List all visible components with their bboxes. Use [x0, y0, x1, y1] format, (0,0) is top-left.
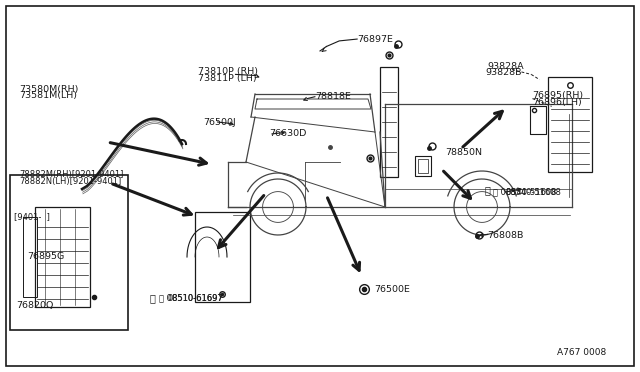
Bar [548, 77, 592, 172]
Text: Ⓢ: Ⓢ [484, 185, 491, 195]
Text: 73810P (RH): 73810P (RH) [198, 67, 259, 76]
Text: 78882N(LH)[9201-9401]: 78882N(LH)[9201-9401] [19, 177, 122, 186]
Text: 73580M(RH): 73580M(RH) [19, 85, 79, 94]
Text: 76895(RH): 76895(RH) [532, 92, 584, 100]
Text: Ⓢ: Ⓢ [149, 294, 156, 303]
Text: 76808B: 76808B [488, 231, 524, 240]
Text: 93828A: 93828A [488, 62, 524, 71]
Text: Ⓢ 08510-61697: Ⓢ 08510-61697 [159, 294, 222, 303]
Bar [380, 67, 398, 177]
Text: 08540-51608: 08540-51608 [506, 188, 561, 197]
Text: 73811P (LH): 73811P (LH) [198, 74, 257, 83]
Bar [23, 217, 37, 297]
Text: 76896(LH): 76896(LH) [532, 98, 582, 107]
Text: 76500J: 76500J [204, 118, 236, 126]
Bar [35, 207, 90, 307]
Text: 76820Q: 76820Q [16, 301, 53, 310]
Text: 78850N: 78850N [445, 148, 482, 157]
Text: 08510-61697: 08510-61697 [168, 294, 224, 303]
Text: 93828B: 93828B [485, 68, 522, 77]
Text: 76895G: 76895G [27, 252, 64, 261]
Text: 73581M(LH): 73581M(LH) [19, 92, 77, 100]
Text: 76897E: 76897E [357, 35, 393, 44]
Bar [195, 212, 250, 302]
Text: 78882M(RH)[9201-9401]: 78882M(RH)[9201-9401] [19, 170, 124, 179]
Text: 78818E: 78818E [315, 92, 351, 101]
Text: 76500E: 76500E [374, 285, 410, 294]
Text: Ⓢ 08540-51608: Ⓢ 08540-51608 [493, 187, 556, 196]
Bar [10, 175, 128, 330]
Bar [418, 159, 428, 173]
Text: A767 0008: A767 0008 [557, 348, 606, 357]
Text: [9401-  ]: [9401- ] [14, 212, 50, 221]
Text: 76630D: 76630D [269, 129, 306, 138]
Bar [415, 156, 431, 176]
